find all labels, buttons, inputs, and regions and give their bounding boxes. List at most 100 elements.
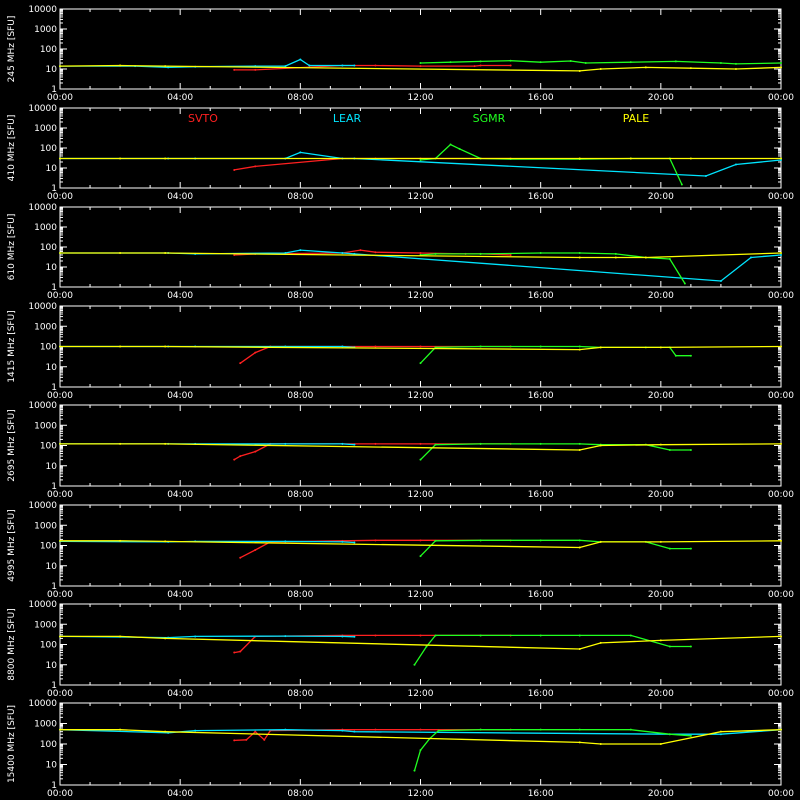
x-tick-label: 16:00 [528, 490, 554, 500]
x-tick-label: 04:00 [167, 192, 193, 202]
data-point-svto [245, 738, 248, 741]
data-point-lear [299, 249, 302, 252]
x-tick-label: 20:00 [648, 93, 674, 103]
data-point-pale [780, 252, 782, 255]
data-point-svto [509, 64, 512, 67]
data-point-sgmr [689, 354, 692, 357]
data-point-sgmr [413, 663, 416, 666]
data-point-lear [341, 64, 344, 67]
data-point-sgmr [539, 728, 542, 731]
data-point-pale [119, 64, 122, 67]
data-point-pale [599, 743, 602, 745]
panel: 1 10 100 1000 10000 00:00 04:00 08:00 12:00 16:00… [7, 699, 794, 799]
data-point-lear [353, 541, 356, 544]
x-tick-label: 12:00 [408, 590, 434, 600]
x-tick-label: 08:00 [287, 490, 313, 500]
data-point-lear [353, 443, 356, 446]
data-point-sgmr [419, 555, 422, 558]
data-point-sgmr [668, 258, 671, 261]
series-line-sgmr [420, 143, 683, 185]
data-point-pale [644, 66, 647, 69]
data-point-pale [578, 348, 581, 351]
data-point-pale [599, 444, 602, 447]
y-tick-label: 1000 [34, 720, 57, 730]
data-point-svto [419, 345, 422, 348]
x-tick-label: 08:00 [287, 590, 313, 600]
y-tick-label: 1000 [34, 25, 57, 35]
y-tick-label: 1 [51, 582, 57, 592]
data-point-pale [164, 730, 167, 733]
y-axis-title: 610 MHz [SFU] [7, 214, 17, 281]
y-tick-label: 1 [51, 482, 57, 492]
x-tick-label: 08:00 [287, 689, 313, 699]
data-point-pale [119, 635, 122, 638]
y-tick-label: 1 [51, 383, 57, 393]
y-tick-label: 1 [51, 681, 57, 691]
data-point-pale [734, 68, 737, 70]
y-tick-label: 10000 [28, 104, 57, 114]
data-point-lear [353, 635, 356, 638]
data-point-sgmr [683, 282, 686, 285]
data-point-svto [239, 650, 242, 653]
data-point-pale [578, 69, 581, 72]
x-tick-label: 12:00 [408, 789, 434, 799]
plot-frame [59, 206, 782, 288]
data-point-pale [659, 743, 662, 745]
data-point-sgmr [584, 61, 587, 64]
y-tick-label: 10000 [28, 600, 57, 610]
data-point-svto [254, 450, 257, 453]
data-point-pale [599, 540, 602, 543]
data-point-sgmr [425, 645, 428, 648]
x-tick-label: 00:00 [768, 789, 794, 799]
data-point-sgmr [539, 252, 542, 255]
series-line-pale [60, 540, 782, 549]
data-point-lear [353, 64, 356, 67]
data-point-pale [578, 741, 581, 744]
data-point-lear [719, 279, 722, 282]
data-point-pale [780, 345, 782, 348]
legend-entry-svto: SVTO [188, 112, 218, 125]
data-point-sgmr [668, 448, 671, 451]
y-tick-label: 10 [46, 462, 58, 472]
series-line-lear [60, 58, 355, 69]
data-point-svto [419, 252, 422, 255]
x-tick-label: 04:00 [167, 590, 193, 600]
data-point-svto [233, 253, 236, 256]
data-point-svto [233, 458, 236, 461]
data-point-lear [299, 151, 302, 154]
data-point-pale [599, 346, 602, 349]
data-point-pale [164, 345, 167, 348]
data-point-lear [341, 729, 344, 732]
data-point-pale [59, 252, 61, 255]
y-tick-label: 10 [46, 761, 58, 771]
y-axis-title: 15400 MHz [SFU] [7, 705, 17, 783]
data-point-pale [599, 641, 602, 644]
data-point-svto [374, 345, 377, 348]
data-point-sgmr [458, 147, 461, 150]
data-point-svto [254, 351, 257, 354]
data-point-lear [194, 635, 197, 638]
x-tick-label: 12:00 [408, 490, 434, 500]
data-point-pale [689, 67, 692, 70]
data-point-lear [734, 163, 737, 166]
y-tick-label: 1000 [34, 322, 57, 332]
data-point-sgmr [578, 539, 581, 542]
y-tick-label: 10000 [28, 401, 57, 411]
y-tick-label: 100 [40, 45, 57, 55]
data-point-lear [749, 256, 752, 259]
x-tick-label: 00:00 [47, 789, 73, 799]
panel: 1 10 100 1000 10000 00:00 04:00 08:00 12:00 16:00… [7, 302, 794, 401]
x-tick-label: 00:00 [768, 291, 794, 301]
series-line-pale [60, 729, 782, 745]
data-point-lear [299, 58, 302, 61]
data-point-sgmr [479, 539, 482, 542]
y-axis-title: 4995 MHz [SFU] [7, 509, 17, 581]
data-point-sgmr [539, 442, 542, 445]
data-point-lear [284, 540, 287, 543]
data-point-pale [164, 65, 167, 68]
x-tick-label: 00:00 [47, 689, 73, 699]
data-point-pale [614, 256, 617, 259]
data-point-pale [689, 157, 692, 160]
data-point-svto [359, 249, 362, 252]
y-tick-label: 100 [40, 442, 57, 452]
